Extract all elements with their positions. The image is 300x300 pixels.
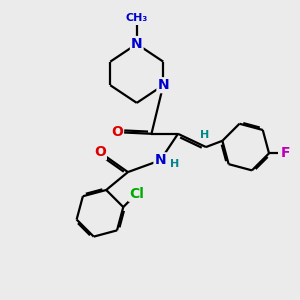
Text: Cl: Cl <box>129 187 144 201</box>
Text: H: H <box>170 159 180 169</box>
Text: N: N <box>154 153 166 167</box>
Text: CH₃: CH₃ <box>126 14 148 23</box>
Text: H: H <box>200 130 209 140</box>
Text: N: N <box>131 37 142 51</box>
Text: O: O <box>111 125 123 139</box>
Text: O: O <box>94 146 106 159</box>
Text: F: F <box>280 146 290 160</box>
Text: N: N <box>158 78 169 92</box>
